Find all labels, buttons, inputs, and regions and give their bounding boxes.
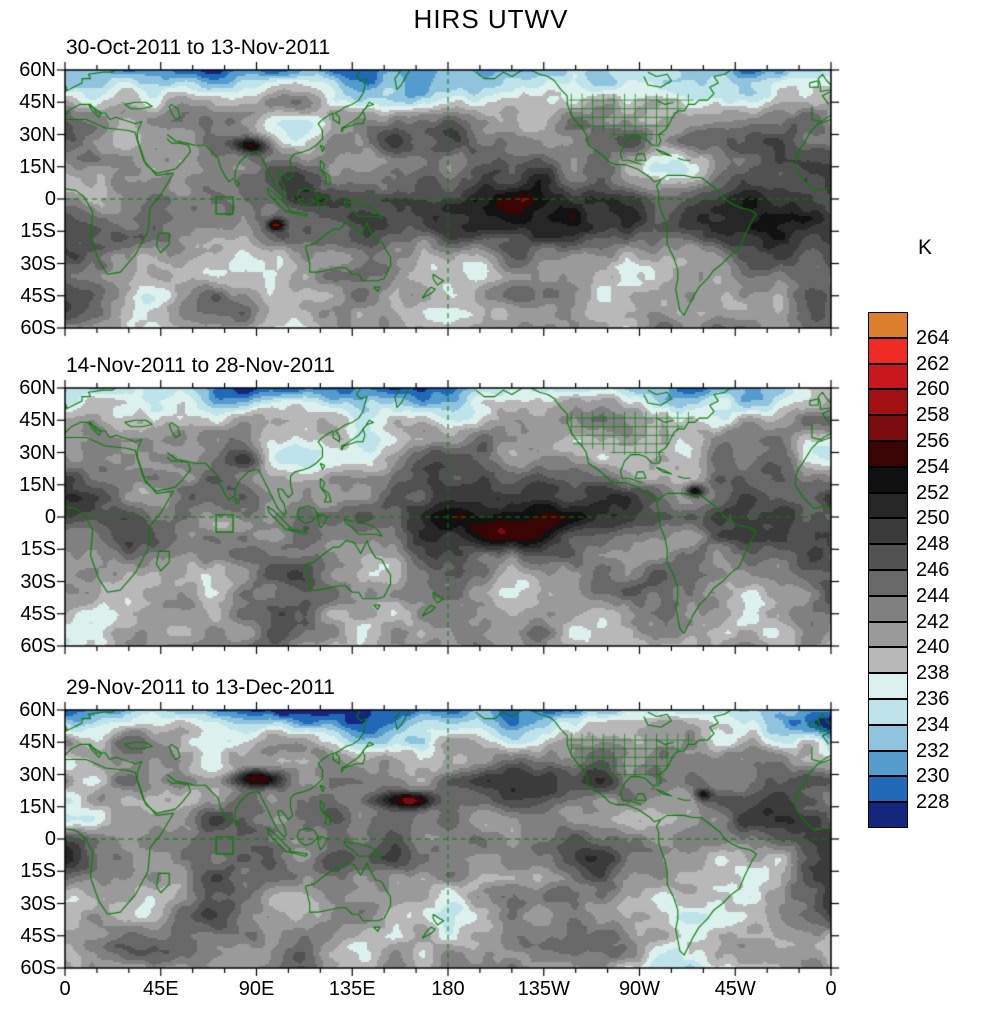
y-axis-tick-label: 45N <box>19 409 56 432</box>
colorbar-tick-label: 238 <box>916 662 950 685</box>
x-axis-tick-label: 90W <box>618 978 661 1000</box>
y-axis-tick-label: 15N <box>19 795 56 818</box>
colorbar-box <box>868 466 908 493</box>
colorbar-box <box>868 389 908 416</box>
y-axis-tick-label: 60S <box>20 317 56 339</box>
panel-subtitle: 30-Oct-2011 to 13-Nov-2011 <box>66 36 331 59</box>
colorbar-tick-label: 254 <box>916 455 950 478</box>
y-axis-tick-label: 60S <box>20 957 56 979</box>
y-axis-tick-label: 15S <box>20 860 56 883</box>
panel-subtitle: 14-Nov-2011 to 28-Nov-2011 <box>66 354 335 377</box>
y-axis-tick-label: 60N <box>19 377 56 399</box>
colorbar-box <box>868 698 908 725</box>
y-axis-tick-label: 60S <box>20 635 56 657</box>
panel-subtitle: 29-Nov-2011 to 13-Dec-2011 <box>66 676 335 699</box>
map-canvas <box>55 60 841 338</box>
map-canvas <box>55 378 841 656</box>
colorbar-box <box>868 647 908 674</box>
colorbar-box <box>868 363 908 390</box>
y-axis-tick-label: 45N <box>19 731 56 754</box>
y-axis-tick-label: 60N <box>19 699 56 721</box>
y-axis-tick-label: 30N <box>19 123 56 146</box>
colorbar-box <box>868 621 908 648</box>
y-axis-tick-label: 60N <box>19 59 56 81</box>
y-axis-tick-label: 30S <box>20 570 56 593</box>
colorbar-tick-label: 250 <box>916 507 950 530</box>
x-axis-tick-label: 0 <box>59 978 71 1000</box>
colorbar-tick-label: 256 <box>916 430 950 452</box>
colorbar-tick-labels: 264 262 260 258 256 254 252 250 248 246 244 242 240 2… <box>916 312 982 828</box>
x-axis-tick-label: 45E <box>142 978 179 1000</box>
colorbar-tick-label: 260 <box>916 378 950 401</box>
y-axis-tick-label: 30N <box>19 441 56 464</box>
y-axis-tick-label: 15N <box>19 473 56 496</box>
y-axis-tick-label: 0 <box>44 188 56 210</box>
colorbar-tick-label: 262 <box>916 352 950 375</box>
y-axis-tick-label: 0 <box>44 506 56 528</box>
y-axis-tick-label: 30N <box>19 763 56 786</box>
colorbar-tick-label: 252 <box>916 481 950 504</box>
colorbar-tick-label: 232 <box>916 739 950 762</box>
colorbar-tick-label: 244 <box>916 584 950 607</box>
colorbar-tick-label: 242 <box>916 610 950 633</box>
colorbar-tick-label: 246 <box>916 559 950 581</box>
colorbar-box <box>868 312 908 338</box>
y-axis-tick-label: 45S <box>20 924 56 947</box>
colorbar-tick-label: 248 <box>916 533 950 556</box>
colorbar-box <box>868 724 908 751</box>
x-axis-tick-label: 0 <box>825 978 837 1000</box>
colorbar-box <box>868 440 908 467</box>
colorbar-box <box>868 544 908 570</box>
y-axis-tick-label: 0 <box>44 828 56 850</box>
colorbar-box <box>868 569 908 596</box>
colorbar-box <box>868 492 908 519</box>
map-canvas <box>55 700 841 978</box>
colorbar-box <box>868 415 908 441</box>
x-axis-tick-label: 135E <box>328 978 376 1000</box>
y-axis-tick-label: 30S <box>20 892 56 915</box>
colorbar-box <box>868 337 908 364</box>
y-axis-tick-label: 45S <box>20 602 56 625</box>
colorbar: K 264 262 260 258 256 254 252 250 248 246 244 242 24… <box>868 236 949 828</box>
y-axis-tick-label: 45N <box>19 91 56 114</box>
colorbar-box <box>868 595 908 622</box>
y-axis-tick-label: 45S <box>20 284 56 307</box>
colorbar-unit-label: K <box>918 236 933 259</box>
colorbar-box <box>868 750 908 777</box>
colorbar-box <box>868 673 908 699</box>
y-axis-tick-label: 15S <box>20 220 56 243</box>
colorbar-tick-label: 234 <box>916 713 950 736</box>
colorbar-boxes <box>868 312 908 828</box>
y-axis-tick-label: 15S <box>20 538 56 561</box>
colorbar-tick-label: 236 <box>916 688 950 710</box>
colorbar-box <box>868 776 908 803</box>
x-axis-tick-label: 135W <box>517 978 570 1000</box>
colorbar-box <box>868 518 908 545</box>
y-axis-tick-label: 15N <box>19 155 56 178</box>
colorbar-tick-label: 240 <box>916 636 950 659</box>
colorbar-tick-label: 258 <box>916 404 950 427</box>
colorbar-tick-label: 264 <box>916 326 950 349</box>
colorbar-tick-label: 228 <box>916 791 950 814</box>
x-axis-tick-label: 180 <box>431 978 465 1000</box>
y-axis-tick-label: 30S <box>20 252 56 275</box>
colorbar-tick-label: 230 <box>916 765 950 788</box>
x-axis-tick-label: 90E <box>238 978 275 1000</box>
colorbar-box <box>868 802 908 828</box>
figure-title: HIRS UTWV <box>413 4 569 34</box>
x-axis-tick-label: 45W <box>714 978 756 1000</box>
